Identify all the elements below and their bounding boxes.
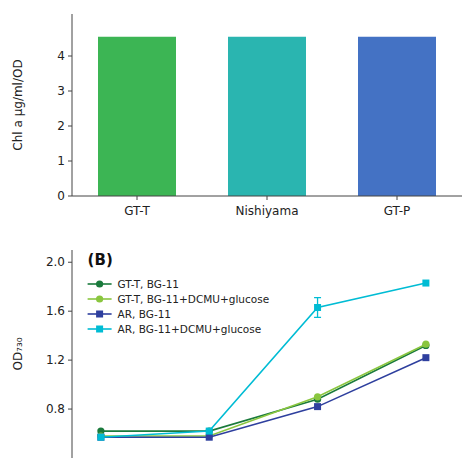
x-tick [397,196,398,200]
legend-label: AR, BG-11 [118,308,171,320]
x-tick-label: GT-T [124,204,150,218]
bar [98,37,176,196]
point [97,434,104,441]
background [0,0,474,474]
y-tick-label: 0.8 [46,402,65,416]
series-line [101,345,426,431]
y-tick [68,311,72,312]
y-tick [68,196,72,197]
y-tick [68,360,72,361]
x-tick [267,196,268,200]
legend-label: GT-T, BG-11+DCMU+glucose [118,293,270,305]
point [422,354,429,361]
point [314,393,321,400]
point [206,428,213,435]
y-tick [68,409,72,410]
point [422,341,429,348]
y-axis-label: OD₇₃₀ [11,337,25,370]
y-tick-label: 2.0 [46,255,65,269]
x-tick-label: Nishiyama [236,204,299,218]
y-tick-label: 4 [57,49,65,63]
y-tick [68,56,72,57]
y-tick-label: 0 [57,189,65,203]
error-bar [314,298,321,318]
plot-marks [97,280,429,441]
legend-marker [96,295,103,302]
y-tick-label: 3 [57,84,65,98]
y-tick [68,91,72,92]
legend-marker [96,311,103,318]
legend-label: AR, BG-11+DCMU+glucose [118,323,262,335]
y-axis-line [72,250,73,458]
y-axis-line [72,14,73,196]
x-tick [137,196,138,200]
y-tick-label: 1 [57,154,65,168]
bars [98,37,436,196]
bar [358,37,436,196]
bar [228,37,306,196]
point [206,434,213,441]
point [422,280,429,287]
y-tick [68,161,72,162]
panel-label: (B) [88,251,113,269]
y-tick [68,262,72,263]
y-tick-label: 1.6 [46,304,65,318]
point [97,434,104,441]
y-tick-label: 1.2 [46,353,65,367]
series-line [101,283,426,437]
bar-chart: GT-T Nishiyama GT-P 0 1 2 3 4 Chl a μg/ml/OD [11,14,462,218]
y-tick [68,126,72,127]
figure: GT-T Nishiyama GT-P 0 1 2 3 4 Chl a μg/ml/OD 0.8 1… [0,0,474,474]
legend: GT-T, BG-11 GT-T, BG-11+DCMU+glucose AR, B… [88,278,270,335]
legend-marker [96,280,103,287]
x-tick-label: GT-P [384,204,411,218]
legend-marker [96,326,103,333]
line-chart: 0.81.21.62.0OD₇₃₀(B)GT-T, BG-11GT-T, BG-… [11,250,429,458]
y-axis-label: Chl a μg/ml/OD [11,59,25,150]
y-tick-label: 2 [57,119,65,133]
point [206,427,213,434]
point [314,403,321,410]
legend-label: GT-T, BG-11 [118,278,179,290]
